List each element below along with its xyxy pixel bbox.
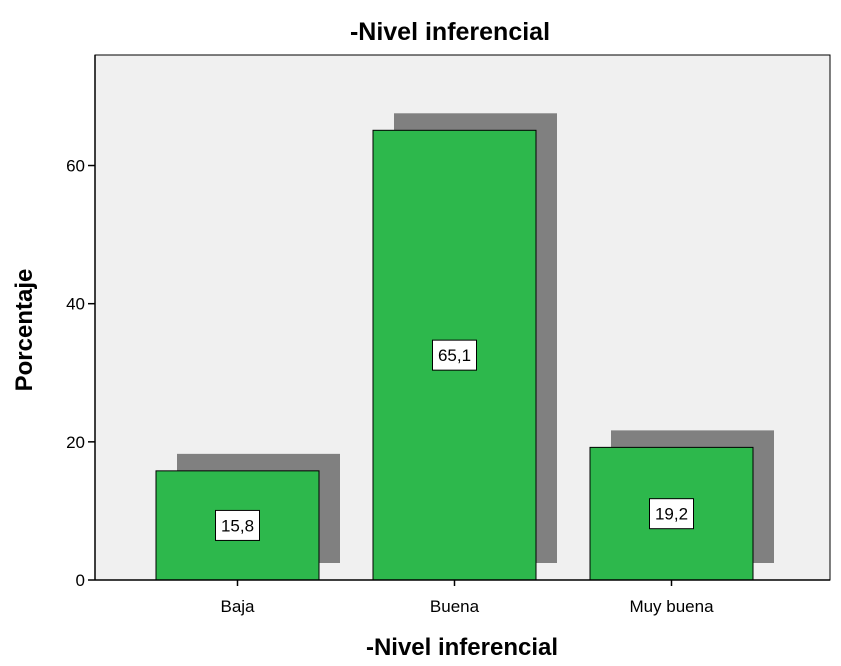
- y-tick-label: 20: [66, 433, 85, 452]
- y-tick-label: 40: [66, 295, 85, 314]
- x-tick-label: Muy buena: [629, 597, 714, 616]
- data-label-box: [215, 509, 260, 541]
- data-labels: 15,8 65,1 19,2: [215, 339, 694, 541]
- y-tick-label: 60: [66, 157, 85, 176]
- data-label: 15,8: [221, 516, 254, 535]
- y-axis-title: Porcentaje: [11, 269, 38, 392]
- y-tick-label: 0: [76, 571, 85, 590]
- chart-title: -Nivel inferencial: [350, 18, 550, 46]
- x-tick-label: Buena: [430, 597, 480, 616]
- x-axis-ticks: Baja Buena Muy buena: [220, 580, 714, 616]
- y-axis-ticks: 0 20 40 60: [66, 157, 95, 590]
- bars: [155, 129, 754, 581]
- data-label: 65,1: [438, 346, 471, 365]
- data-label: 19,2: [655, 505, 688, 524]
- data-label-box: [432, 339, 477, 371]
- data-label-box: [649, 498, 694, 530]
- x-axis-title: -Nivel inferencial: [366, 634, 558, 661]
- x-tick-label: Baja: [220, 597, 255, 616]
